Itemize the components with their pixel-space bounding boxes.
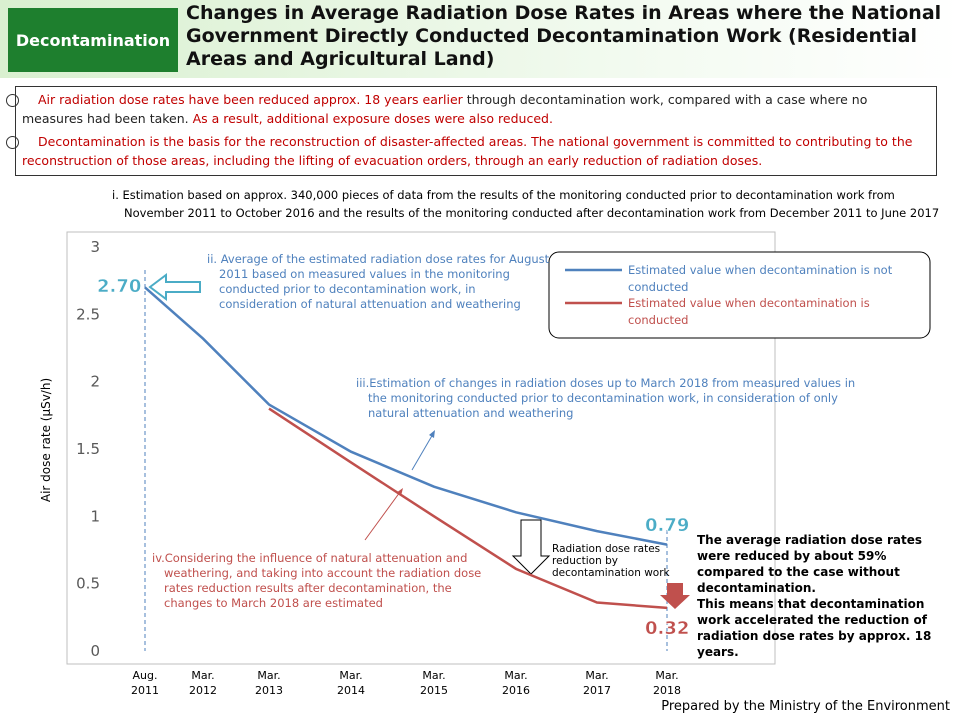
y-tick-label: 0 — [90, 642, 100, 660]
y-tick-label: 3 — [90, 238, 100, 256]
series-line — [268, 407, 668, 610]
pointer-line — [364, 491, 401, 541]
x-tick-label: Mar. 2016 — [502, 669, 530, 697]
y-tick-label: 2.5 — [76, 305, 100, 323]
x-tick-label: Mar. 2015 — [420, 669, 448, 697]
bullet-text: through decontamination work, compared w… — [22, 92, 868, 126]
section-tag: Decontamination — [8, 8, 178, 72]
y-tick-label: 1.5 — [76, 440, 100, 458]
x-tick-label: Mar. 2017 — [583, 669, 611, 697]
value-label: 0.32 — [645, 617, 690, 640]
note: i. Estimation based on approx. 340,000 p… — [112, 188, 940, 220]
footer: Prepared by the Ministry of the Environm… — [661, 699, 950, 714]
arrow — [660, 583, 690, 609]
pointer-head — [429, 430, 435, 438]
page-title: Changes in Average Radiation Dose Rates … — [186, 2, 942, 70]
x-tick-label: Aug. 2011 — [131, 669, 159, 697]
legend-label: Estimated value when decontamination is … — [628, 296, 870, 327]
chart-frame — [66, 231, 776, 665]
bullet: Decontamination is the basis for the rec… — [6, 132, 927, 170]
conclusion-text: This means that decontamination work acc… — [697, 597, 932, 659]
x-tick-label: Mar. 2012 — [189, 669, 217, 697]
y-tick-label: 2 — [90, 373, 100, 391]
annotation: Radiation dose rates reduction by decont… — [552, 543, 670, 579]
legend-box — [548, 251, 931, 339]
x-tick-label: Mar. 2013 — [255, 669, 283, 697]
bullet-text: Decontamination is the basis for the rec… — [22, 134, 913, 168]
y-tick-label: 1 — [90, 507, 100, 525]
x-tick-label: Mar. 2018 — [653, 669, 681, 697]
bullet: Air radiation dose rates have been reduc… — [6, 90, 927, 128]
legend-label: Estimated value when decontamination is … — [628, 263, 893, 294]
bullet-text: As a result, additional exposure doses w… — [192, 111, 553, 126]
value-label: 2.70 — [97, 276, 142, 298]
conclusion: The average radiation dose rates were re… — [697, 532, 937, 660]
arrow — [511, 519, 551, 575]
annotation: iv.Considering the influence of natural … — [152, 551, 482, 610]
y-tick-label: 0.5 — [76, 575, 100, 593]
x-tick-label: Mar. 2014 — [337, 669, 365, 697]
annotation: ii. Average of the estimated radiation d… — [207, 252, 550, 311]
annotation: iii.Estimation of changes in radiation d… — [356, 376, 856, 420]
conclusion-text: The average radiation dose rates were re… — [697, 533, 922, 595]
y-axis-title: Air dose rate (μSv/h) — [39, 378, 53, 502]
series-line — [144, 286, 668, 546]
bullet-text: Air radiation dose rates have been reduc… — [38, 92, 463, 107]
value-label: 0.79 — [645, 514, 690, 536]
pointer-line — [411, 433, 434, 471]
arrow — [148, 273, 201, 301]
bullet-box: Air radiation dose rates have been reduc… — [6, 86, 937, 176]
